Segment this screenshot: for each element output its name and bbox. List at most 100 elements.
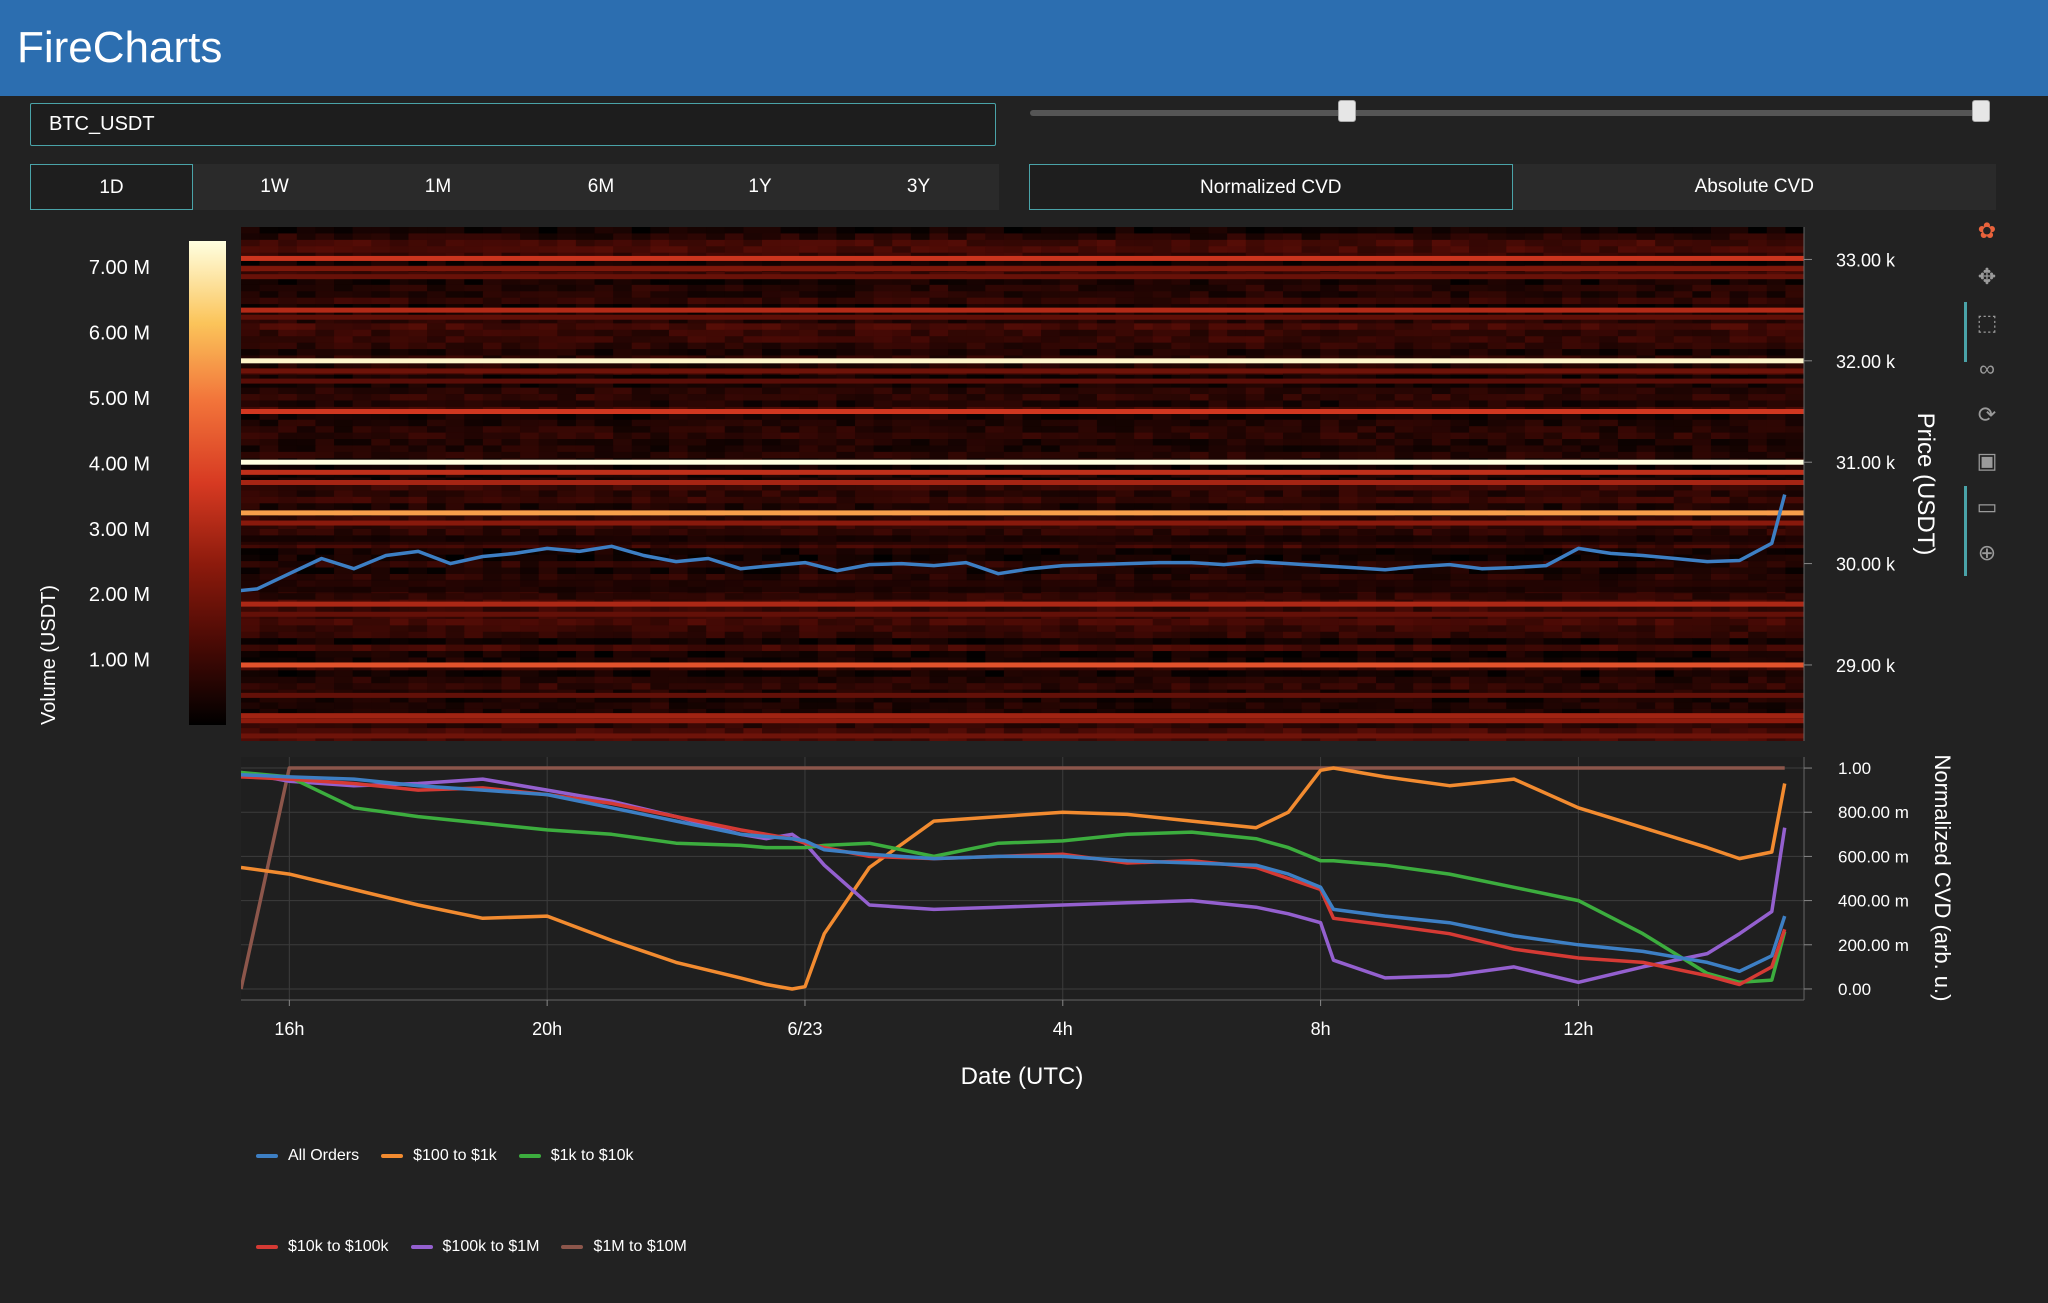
heatmap-cell bbox=[762, 548, 782, 556]
heatmap-cell bbox=[389, 503, 410, 511]
heatmap-cell bbox=[1543, 496, 1563, 504]
tab-normalized-cvd[interactable]: Normalized CVD bbox=[1029, 164, 1513, 210]
heatmap-cell bbox=[1636, 381, 1656, 389]
heatmap-cell bbox=[1469, 516, 1489, 524]
heatmap-cell bbox=[966, 522, 986, 530]
heatmap-cell bbox=[1189, 445, 1210, 453]
heatmap-cell bbox=[1543, 227, 1563, 235]
heatmap-cell bbox=[1599, 310, 1619, 318]
heatmap-cell bbox=[910, 573, 931, 581]
heatmap-cell bbox=[538, 227, 558, 235]
heatmap-cell bbox=[613, 361, 633, 369]
heatmap-cell bbox=[1338, 593, 1359, 601]
heatmap-cell bbox=[389, 593, 410, 601]
heatmap-cell bbox=[1171, 528, 1191, 536]
tab-1w[interactable]: 1W bbox=[260, 176, 289, 197]
tab-1d[interactable]: 1D bbox=[30, 164, 193, 210]
heatmap-cell bbox=[1059, 419, 1079, 427]
heatmap-cell bbox=[613, 259, 633, 267]
heatmap-cell bbox=[1003, 548, 1024, 556]
tab-1m[interactable]: 1M bbox=[424, 176, 452, 197]
range-slider-low-handle[interactable] bbox=[1337, 100, 1356, 122]
heatmap-cell bbox=[1171, 284, 1191, 292]
tab-absolute-cvd[interactable]: Absolute CVD bbox=[1694, 176, 1814, 197]
heatmap-cell bbox=[836, 259, 856, 267]
heatmap-cell bbox=[780, 419, 800, 427]
range-slider-track[interactable] bbox=[1030, 110, 1990, 116]
heatmap-cell bbox=[389, 284, 410, 292]
heatmap-cell bbox=[575, 400, 596, 408]
heatmap-cell bbox=[352, 291, 372, 299]
pan-icon[interactable]: ✥ bbox=[1977, 264, 1997, 289]
zoom-box-icon[interactable]: ⬚ bbox=[1976, 310, 1998, 335]
heatmap-cell bbox=[613, 329, 633, 337]
heatmap-cell bbox=[334, 316, 354, 324]
heatmap-cell bbox=[1171, 413, 1191, 421]
heatmap-cell bbox=[482, 342, 503, 350]
heatmap-cell bbox=[668, 548, 689, 556]
heatmap-cell bbox=[1227, 464, 1247, 472]
heatmap-cell bbox=[1599, 304, 1619, 312]
heatmap-cell bbox=[1301, 278, 1321, 286]
heatmap-cell bbox=[1171, 278, 1191, 286]
heatmap-cell bbox=[1134, 400, 1154, 408]
heatmap-cell bbox=[1580, 387, 1600, 395]
save-image-icon[interactable]: ▣ bbox=[1976, 448, 1998, 473]
heatmap-cell bbox=[762, 593, 782, 601]
heatmap-cell bbox=[780, 432, 800, 440]
heatmap-cell bbox=[315, 387, 335, 395]
heatmap-cell bbox=[650, 284, 670, 292]
heatmap-cell bbox=[1245, 451, 1265, 459]
heatmap-cell bbox=[1338, 349, 1359, 357]
heatmap-cell bbox=[687, 349, 707, 357]
spike-lines-icon[interactable]: ⊕ bbox=[1977, 540, 1997, 565]
heatmap-cell bbox=[1636, 439, 1656, 447]
heatmap-cell bbox=[259, 548, 279, 556]
heatmap-cell bbox=[1022, 349, 1042, 357]
heatmap-cell bbox=[1003, 381, 1024, 389]
tab-3y[interactable]: 3Y bbox=[906, 176, 931, 197]
heatmap-cell bbox=[1357, 329, 1377, 337]
heatmap-cell bbox=[1431, 432, 1452, 440]
heatmap-cell bbox=[799, 484, 819, 492]
heatmap-cell bbox=[1152, 259, 1172, 267]
heatmap-cell bbox=[929, 316, 949, 324]
heatmap-cell bbox=[668, 413, 689, 421]
heatmap-cell bbox=[929, 593, 949, 601]
heatmap-cell bbox=[315, 522, 335, 530]
lasso-icon[interactable]: ∞ bbox=[1979, 356, 1995, 381]
heatmap-plot[interactable]: 29.00 k30.00 k31.00 k32.00 k33.00 k Pric… bbox=[225, 227, 1939, 742]
heatmap-cell bbox=[873, 278, 893, 286]
tab-6m[interactable]: 6M bbox=[587, 176, 615, 197]
heatmap-cell bbox=[1710, 432, 1731, 440]
heatmap-cell bbox=[743, 387, 763, 395]
heatmap-cell bbox=[1357, 426, 1377, 434]
heatmap-cell bbox=[1376, 451, 1396, 459]
heatmap-cell bbox=[1152, 400, 1172, 408]
heatmap-cell bbox=[910, 400, 931, 408]
heatmap-cell bbox=[873, 567, 893, 575]
heatmap-cell bbox=[1357, 394, 1377, 402]
heatmap-cell bbox=[1338, 554, 1359, 562]
heatmap-cell bbox=[296, 349, 317, 357]
heatmap-cell bbox=[687, 567, 707, 575]
heatmap-cell bbox=[1171, 239, 1191, 247]
heatmap-cell bbox=[315, 316, 335, 324]
pair-input[interactable]: BTC_USDT bbox=[30, 103, 996, 146]
heatmap-cell bbox=[855, 342, 875, 350]
hover-compare-icon[interactable]: ▭ bbox=[1976, 494, 1998, 519]
heatmap-cell bbox=[1599, 573, 1619, 581]
tab-1y[interactable]: 1Y bbox=[748, 176, 772, 197]
heatmap-cell bbox=[1692, 464, 1712, 472]
reset-axes-icon[interactable]: ⟳ bbox=[1977, 402, 1997, 427]
heatmap-cell bbox=[1729, 419, 1749, 427]
range-slider-high-handle[interactable] bbox=[1972, 100, 1990, 122]
heatmap-cell bbox=[1524, 297, 1545, 305]
heatmap-cell bbox=[799, 246, 819, 254]
heatmap-cell bbox=[1617, 284, 1638, 292]
heatmap-cell bbox=[1673, 291, 1693, 299]
heatmap-cell bbox=[575, 381, 596, 389]
plotly-logo-icon[interactable]: ✿ bbox=[1977, 218, 1997, 243]
heatmap-cell bbox=[1599, 426, 1619, 434]
heatmap-cell bbox=[464, 464, 484, 472]
